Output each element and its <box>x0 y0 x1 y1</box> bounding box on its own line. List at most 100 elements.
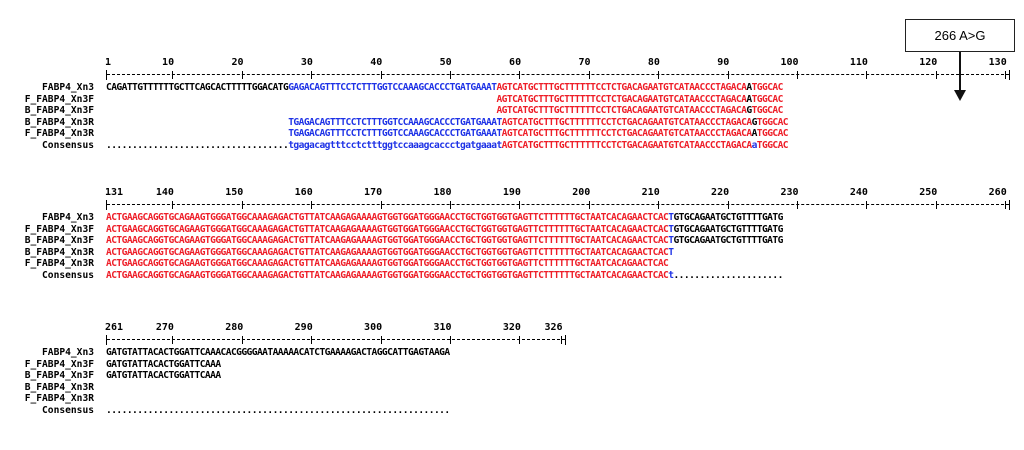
ruler-tick <box>797 201 799 209</box>
sequence-row: F_FABP4_Xn3F AGTCATGCTTTGCTTTTTTCCTCTGAC… <box>0 94 1024 106</box>
sequence-label: FABP4_Xn3 <box>42 82 94 93</box>
sequence-row: Consensus...............................… <box>0 405 1024 417</box>
ruler-tick <box>450 201 452 209</box>
position-number: 130 <box>988 57 1007 68</box>
sequence-row: B_FABP4_Xn3F AGTCATGCTTTGCTTTTTTCCTCTGAC… <box>0 105 1024 117</box>
sequence-text: ACTGAAGCAGGTGCAGAAGTGGGATGGCAAAGAGACTGTT… <box>106 246 674 259</box>
position-number: 150 <box>225 187 244 198</box>
position-number: 261 <box>105 322 124 333</box>
sequence-segment: G <box>751 116 758 128</box>
sequence-row: B_FABP4_Xn3R ACTGAAGCAGGTGCAGAAGTGGGATGGC… <box>0 247 1024 259</box>
sequence-text: AGTCATGCTTTGCTTTTTTCCTCTGACAGAATGTCATAAC… <box>106 94 783 106</box>
ruler-tick <box>561 336 563 344</box>
position-number-row: 1 10 20 30 40 50 60 70 80 90 100 110 120 130 <box>0 57 1024 69</box>
position-number: 290 <box>294 322 313 333</box>
sequence-segment: GAGACAGTTTCCTCTTTGGTCCAAAGCACCCTGATGAAAT <box>288 82 497 93</box>
ruler-tick <box>1005 201 1007 209</box>
sequence-text: GATGTATTACACTGGATTCAAA <box>106 370 221 382</box>
position-number: 270 <box>155 322 174 333</box>
sequence-row: F_FABP4_Xn3F GATGTATTACACTGGATTCAAA <box>0 359 1024 371</box>
sequence-segment: GTGCAGAATGCTGTTTTGATG <box>673 212 783 223</box>
sequence-label: B_FABP4_Xn3F <box>24 235 94 246</box>
position-number: 230 <box>780 187 799 198</box>
sequence-label: B_FABP4_Xn3F <box>24 370 94 381</box>
position-number: 240 <box>849 187 868 198</box>
sequence-segment: T <box>668 235 674 246</box>
ruler-tick <box>241 71 243 79</box>
ruler-tick <box>311 336 313 344</box>
position-number: 170 <box>364 187 383 198</box>
position-number: 210 <box>641 187 660 198</box>
sequence-segment: AGTCATGCTTTGCTTTTTTCCTCTGACAGAATGTCATAAC… <box>496 93 747 105</box>
ruler-tick <box>450 71 452 79</box>
ruler-tick <box>450 336 452 344</box>
sequence-segment: ACTGAAGCAGGTGCAGAAGTGGGATGGCAAAGAGACTGTT… <box>106 235 669 246</box>
sequence-text: ACTGAAGCAGGTGCAGAAGTGGGATGGCAAAGAGACTGTT… <box>106 270 783 282</box>
sequence-label: FABP4_Xn3 <box>42 212 94 223</box>
alignment-block: 261 270 280 290 300 310 320 326 FABP4_Xn3 GATGTAT… <box>0 322 1024 416</box>
ruler-tick <box>866 201 868 209</box>
sequence-row: FABP4_Xn3 GATGTATTACACTGGATTCAAACACGGGGAA… <box>0 347 1024 359</box>
ruler-tick <box>172 71 174 79</box>
ruler-tick <box>241 201 243 209</box>
position-number: 160 <box>294 187 313 198</box>
sequence-segment <box>106 128 288 139</box>
ruler-line <box>106 70 1011 80</box>
sequence-segment: t <box>668 269 674 281</box>
ruler-tick <box>935 71 937 79</box>
position-number: 80 <box>647 57 660 68</box>
sequence-label: B_FABP4_Xn3F <box>24 105 94 116</box>
position-number: 10 <box>162 57 175 68</box>
sequence-segment: TGGCAC <box>751 82 784 93</box>
sequence-segment: G <box>746 105 752 116</box>
sequence-segment: tgagacagtttcctctttggtccaaagcaccctgatgaaa… <box>288 139 502 151</box>
sequence-segment <box>106 117 288 128</box>
mutation-callout: 266 A>G <box>905 19 1015 52</box>
ruler-tick <box>519 201 521 209</box>
arrow-down-icon <box>954 52 966 101</box>
ruler-tick <box>519 71 521 79</box>
ruler-tick <box>658 201 660 209</box>
sequence-segment: GTGCAGAATGCTGTTTTGATG <box>673 235 783 246</box>
ruler-tick <box>311 71 313 79</box>
sequence-label: F_FABP4_Xn3F <box>24 93 94 105</box>
ruler-tick <box>658 71 660 79</box>
ruler-tick <box>727 71 729 79</box>
position-number: 1 <box>105 57 112 68</box>
sequence-segment: AGTCATGCTTTGCTTTTTTCCTCTGACAGAATGTCATAAC… <box>496 82 747 93</box>
sequence-segment: T <box>668 246 674 258</box>
alignment-block: 1 10 20 30 40 50 60 70 80 90 100 110 120 130 FABP4_Xn3… <box>0 57 1024 151</box>
position-number: 40 <box>370 57 383 68</box>
sequence-label: F_FABP4_Xn3F <box>24 358 94 370</box>
position-number-row: 261 270 280 290 300 310 320 326 <box>0 322 1024 334</box>
sequence-label: F_FABP4_Xn3F <box>24 223 94 235</box>
sequence-text: ACTGAAGCAGGTGCAGAAGTGGGATGGCAAAGAGACTGTT… <box>106 212 783 224</box>
sequence-segment: ACTGAAGCAGGTGCAGAAGTGGGATGGCAAAGAGACTGTT… <box>106 212 669 223</box>
sequence-label: B_FABP4_Xn3R <box>24 381 94 393</box>
ruler-tick <box>241 336 243 344</box>
sequence-segment: AGTCATGCTTTGCTTTTTTCCTCTGACAGAATGTCATAAC… <box>501 139 752 151</box>
position-number: 131 <box>105 187 124 198</box>
ruler-tick <box>519 336 521 344</box>
ruler-tick <box>935 201 937 209</box>
ruler-tick <box>588 201 590 209</box>
sequence-segment: T <box>668 223 674 235</box>
position-number: 110 <box>849 57 868 68</box>
ruler-tick <box>172 201 174 209</box>
sequence-segment: GATGTATTACACTGGATTCAAA <box>106 358 221 370</box>
position-number: 260 <box>988 187 1007 198</box>
sequence-label: B_FABP4_Xn3R <box>24 116 94 128</box>
position-number: 300 <box>364 322 383 333</box>
sequence-segment: AGTCATGCTTTGCTTTTTTCCTCTGACAGAATGTCATAAC… <box>496 105 747 116</box>
ruler-line <box>106 335 567 345</box>
ruler-line <box>106 200 1011 210</box>
sequence-text: ACTGAAGCAGGTGCAGAAGTGGGATGGCAAAGAGACTGTT… <box>106 258 669 270</box>
sequence-label: FABP4_Xn3 <box>42 347 94 358</box>
sequence-row: F_FABP4_Xn3R TGAGACAGTTTCCTCTTTGGTCCAAAG… <box>0 128 1024 140</box>
sequence-segment: A <box>751 128 758 139</box>
sequence-label: F_FABP4_Xn3R <box>24 258 94 269</box>
sequence-row: F_FABP4_Xn3F ACTGAAGCAGGTGCAGAAGTGGGATGGC… <box>0 224 1024 236</box>
sequence-text: GATGTATTACACTGGATTCAAA <box>106 359 221 371</box>
sequence-segment: TGGCAC <box>751 105 784 116</box>
position-number: 200 <box>572 187 591 198</box>
